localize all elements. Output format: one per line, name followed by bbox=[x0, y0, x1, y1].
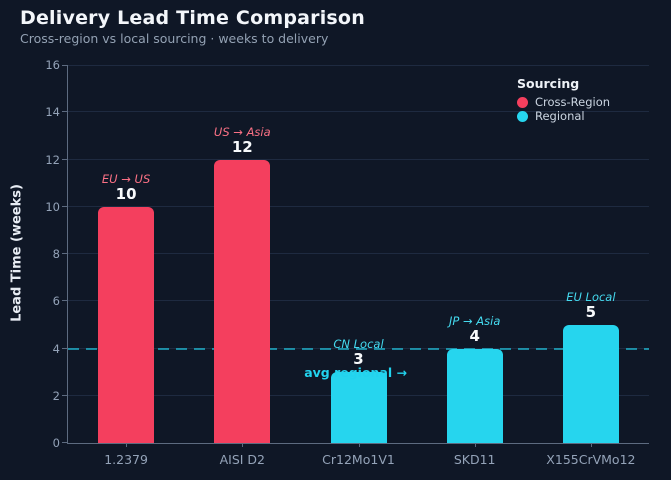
bar-SKD11 bbox=[446, 348, 503, 443]
legend-item-label: Cross-Region bbox=[535, 95, 611, 109]
avg-regional-reference-line bbox=[68, 347, 649, 350]
y-tick-label: 4 bbox=[52, 341, 60, 356]
bar-route-label: US → Asia bbox=[213, 124, 271, 139]
gridline bbox=[68, 205, 649, 207]
x-tick-label: Cr12Mo1V1 bbox=[322, 452, 395, 467]
legend-item: Regional bbox=[517, 110, 610, 123]
y-tick-label: 10 bbox=[45, 199, 60, 214]
gridline bbox=[68, 158, 649, 160]
y-tick-label: 6 bbox=[52, 294, 60, 309]
y-axis-label: Lead Time (weeks) bbox=[9, 184, 25, 322]
bar-Cr12Mo1V1 bbox=[330, 372, 387, 443]
y-tick-mark bbox=[62, 442, 67, 443]
x-tick-mark bbox=[126, 443, 128, 447]
bar-label: EU → US 10 bbox=[68, 171, 184, 203]
x-tick-mark bbox=[358, 443, 360, 447]
bar-label: EU Local 5 bbox=[533, 289, 649, 321]
legend-item-label: Regional bbox=[535, 109, 585, 123]
y-tick-label: 12 bbox=[45, 152, 60, 167]
plot-area: 0 2 4 6 8 10 12 14 16 EU → US 10 1.2379 US → Asia 12 A… bbox=[45, 58, 649, 467]
legend-item: Cross-Region bbox=[517, 96, 610, 109]
bar-X155CrVMo12 bbox=[562, 324, 619, 443]
bar-route-label: JP → Asia bbox=[449, 313, 501, 328]
bar-label: US → Asia 12 bbox=[184, 124, 300, 156]
y-tick-mark bbox=[62, 158, 67, 160]
y-tick-label: 14 bbox=[45, 105, 60, 120]
x-tick-label: SKD11 bbox=[453, 452, 496, 467]
bar-route-label: EU Local bbox=[566, 289, 616, 304]
chart-subtitle: Cross-region vs local sourcing · weeks t… bbox=[20, 31, 329, 46]
bar-value-label: 5 bbox=[585, 302, 597, 321]
y-tick-mark bbox=[62, 111, 67, 113]
avg-regional-annotation: avg regional → bbox=[304, 365, 407, 380]
legend: Sourcing Cross-Region Regional bbox=[517, 76, 610, 124]
bar-1.2379 bbox=[98, 206, 155, 443]
x-tick-label: 1.2379 bbox=[104, 452, 148, 467]
bar-value-label: 4 bbox=[469, 326, 480, 345]
y-tick-label: 16 bbox=[45, 58, 60, 72]
y-tick-mark bbox=[62, 394, 67, 396]
y-tick-label: 0 bbox=[52, 436, 60, 450]
bar-label: JP → Asia 4 bbox=[417, 313, 533, 345]
x-tick-label: X155CrVMo12 bbox=[546, 452, 636, 467]
y-tick-mark bbox=[62, 65, 67, 66]
y-tick-mark bbox=[62, 253, 67, 254]
chart-title: Delivery Lead Time Comparison bbox=[20, 7, 365, 29]
bar-AISI D2 bbox=[214, 159, 271, 443]
legend-swatch-regional bbox=[517, 111, 528, 122]
legend-title: Sourcing bbox=[517, 76, 580, 91]
bar-value-label: 12 bbox=[231, 137, 253, 156]
gridline bbox=[68, 300, 649, 302]
bar-label: CN Local 3 bbox=[301, 338, 417, 368]
gridline bbox=[68, 253, 649, 254]
y-tick-label: 8 bbox=[52, 247, 60, 261]
y-tick-mark bbox=[62, 300, 67, 302]
gridline bbox=[68, 111, 649, 113]
bar-value-label: 10 bbox=[115, 184, 137, 203]
legend-swatch-cross-region bbox=[517, 97, 528, 108]
y-tick-mark bbox=[62, 205, 67, 207]
x-tick-label: AISI D2 bbox=[219, 452, 265, 467]
x-tick-mark bbox=[590, 443, 592, 447]
bar-route-label: EU → US bbox=[101, 171, 151, 186]
bar-value-label: 3 bbox=[353, 350, 364, 369]
y-tick-mark bbox=[62, 347, 67, 349]
x-tick-mark bbox=[242, 443, 244, 447]
x-tick-mark bbox=[474, 443, 476, 447]
bar-route-label: CN Local bbox=[333, 337, 384, 352]
gridline bbox=[68, 65, 649, 66]
y-tick-label: 2 bbox=[52, 388, 60, 403]
